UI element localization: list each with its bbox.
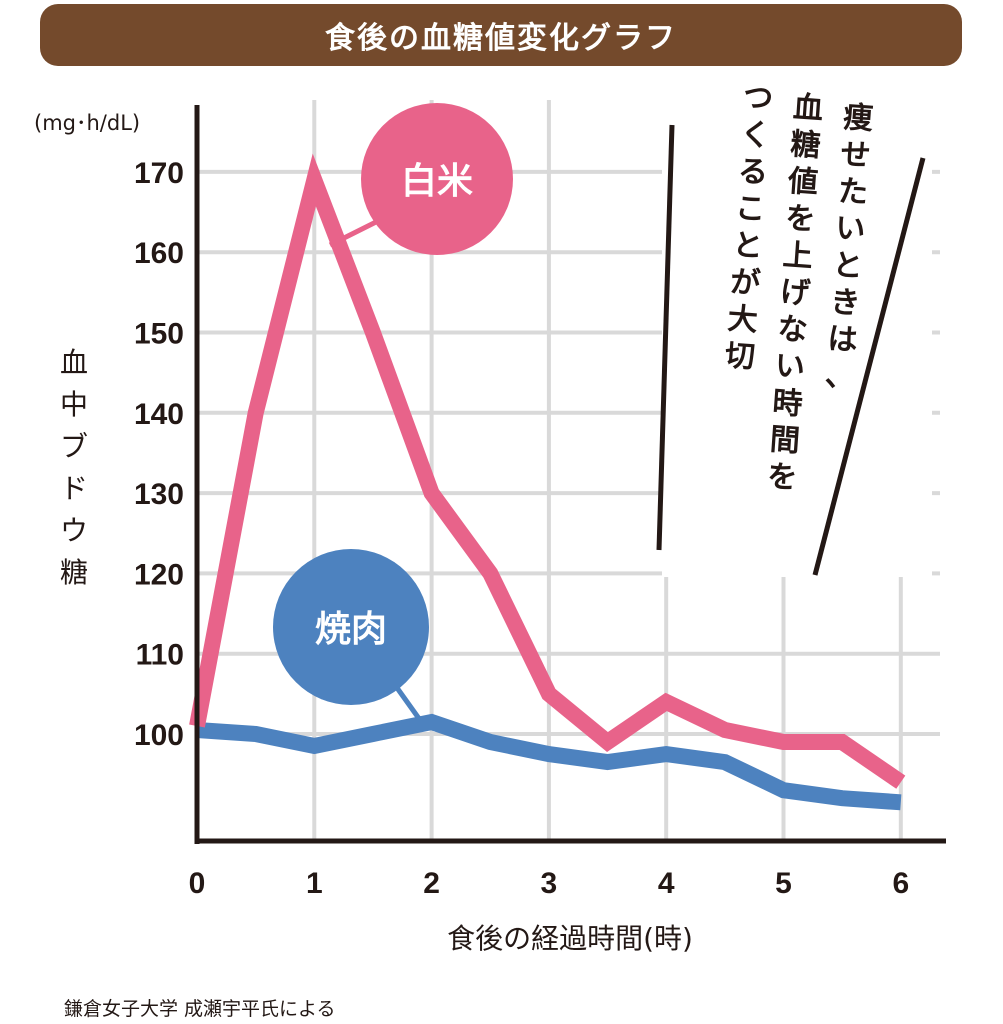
- y-axis-label-char: 糖: [60, 556, 88, 589]
- x-tick-label: 2: [423, 867, 440, 900]
- series-lines: [189, 153, 906, 811]
- x-tick-label: 4: [658, 867, 675, 900]
- y-axis-label-char: ド: [60, 472, 88, 505]
- yakiniku-bubble-label: 焼肉: [315, 609, 387, 650]
- y-axis-label-char: 血: [60, 346, 88, 379]
- series-line-0: [189, 153, 906, 789]
- y-axis-label-char: ウ: [60, 514, 88, 547]
- rice-bubble-label: 白米: [401, 161, 473, 202]
- series-line-1: [196, 713, 902, 811]
- y-tick-labels: 100 110 120 130 140 150 160 170: [134, 157, 184, 752]
- y-tick-label: 160: [134, 237, 184, 270]
- x-tick-label: 1: [306, 867, 323, 900]
- y-tick-label: 130: [134, 478, 184, 511]
- y-tick-label: 100: [134, 719, 184, 752]
- annotation-line-0: 痩せたいときは、: [824, 100, 874, 395]
- y-tick-label: 150: [134, 318, 184, 351]
- annotation-background: [662, 72, 932, 577]
- y-axis-label-char: ブ: [60, 430, 88, 463]
- source-credit: 鎌倉女子大学 成瀬宇平氏による: [64, 998, 335, 1020]
- unit-label: (mg･h/dL): [34, 111, 140, 135]
- yakiniku-bubble-pointer: [392, 683, 423, 722]
- yakiniku-bubble: [273, 549, 429, 705]
- x-tick-label: 0: [189, 867, 206, 900]
- annotation-line-2: つくることが大切: [724, 80, 774, 375]
- x-tick-label: 6: [892, 867, 909, 900]
- title-banner: 食後の血糖値変化グラフ: [40, 4, 962, 66]
- rice-bubble-pointer: [328, 217, 382, 248]
- x-tick-labels: 0 1 2 3 4 5 6: [189, 867, 909, 900]
- y-tick-label: 120: [134, 558, 184, 591]
- axes: [194, 105, 946, 844]
- y-axis-label-char: 中: [60, 388, 88, 421]
- rice-bubble: [361, 103, 513, 255]
- y-axis-label: 血中ブドウ糖: [60, 346, 88, 589]
- x-tick-label: 5: [775, 867, 792, 900]
- y-tick-label: 170: [134, 157, 184, 190]
- annotation-rule-right: [812, 157, 926, 576]
- x-axis-label: 食後の経過時間(時): [447, 922, 693, 955]
- annotation-line-1: 血糖値を上げない時間を: [765, 90, 825, 496]
- y-tick-label: 110: [136, 639, 184, 672]
- x-tick-label: 3: [541, 867, 558, 900]
- chart-title: 食後の血糖値変化グラフ: [325, 21, 677, 56]
- annotation-rule-left: [656, 124, 675, 551]
- y-tick-label: 140: [134, 398, 184, 431]
